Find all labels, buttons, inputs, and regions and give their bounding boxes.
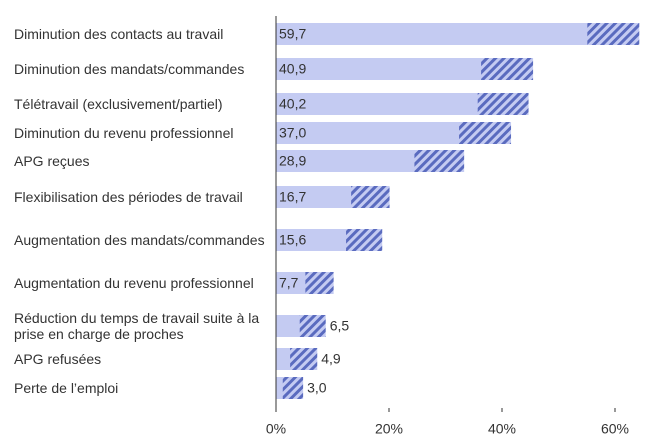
error-range	[587, 23, 640, 45]
category-label: APG refusées	[14, 351, 102, 367]
x-tick-label: 60%	[601, 421, 629, 437]
value-label: 6,5	[330, 318, 350, 334]
category-label: Télétravail (exclusivement/partiel)	[14, 96, 223, 112]
error-range	[459, 122, 512, 144]
bar	[276, 23, 614, 45]
value-label: 37,0	[279, 125, 306, 141]
bar	[276, 93, 504, 115]
error-range	[299, 315, 326, 337]
error-range	[477, 93, 529, 115]
bar	[276, 58, 508, 80]
category-label: Diminution du revenu professionnel	[14, 125, 234, 141]
x-tick-label: 0%	[266, 421, 286, 437]
category-label: Réduction du temps de travail suite à la…	[14, 310, 260, 342]
error-range	[346, 229, 383, 251]
value-label: 3,0	[307, 380, 327, 396]
error-range	[481, 58, 534, 80]
category-label: Flexibilisation des périodes de travail	[14, 189, 243, 205]
value-label: 4,9	[321, 351, 341, 367]
error-range	[282, 377, 304, 399]
category-label: Diminution des contacts au travail	[14, 26, 224, 42]
category-label: Augmentation du revenu professionnel	[14, 275, 254, 291]
category-label: Perte de l’emploi	[14, 380, 119, 396]
value-label: 59,7	[279, 26, 306, 42]
x-tick-label: 40%	[488, 421, 516, 437]
error-range	[414, 150, 465, 172]
bar	[276, 122, 486, 144]
category-label: Diminution des mandats/commandes	[14, 61, 245, 77]
error-range	[290, 348, 318, 370]
value-label: 28,9	[279, 153, 306, 169]
error-range	[305, 272, 334, 294]
value-label: 40,2	[279, 96, 306, 112]
value-label: 40,9	[279, 61, 306, 77]
bar	[276, 229, 365, 251]
value-label: 16,7	[279, 189, 306, 205]
bar	[276, 150, 440, 172]
x-tick-label: 20%	[375, 421, 403, 437]
bar	[276, 186, 371, 208]
value-label: 15,6	[279, 232, 306, 248]
category-label: APG reçues	[14, 153, 90, 169]
value-label: 7,7	[279, 275, 299, 291]
category-label: Augmentation des mandats/commandes	[14, 232, 265, 248]
error-range	[351, 186, 390, 208]
